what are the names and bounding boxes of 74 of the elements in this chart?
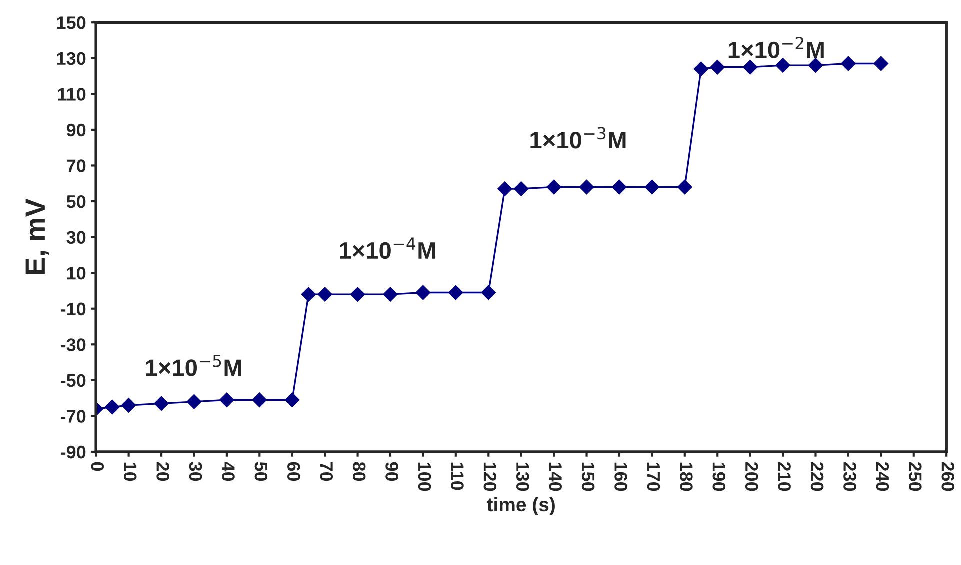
y-tick-label: -90 [60,446,86,459]
y-tick-label: 90 [66,124,86,137]
y-tick-label: -70 [60,410,86,423]
point [186,394,202,410]
annotation: 1×10$^{−2}$M [728,37,824,59]
x-tick-label: 30 [189,462,202,482]
point [546,180,562,195]
point [252,392,268,408]
y-tick-label: -10 [60,302,86,316]
point [841,56,856,72]
point [874,56,889,72]
x-tick-label: 110 [451,462,464,490]
point [612,180,627,195]
point [448,285,464,300]
annotation: 1×10$^{−5}$M [146,355,242,376]
x-tick-label: 190 [712,462,726,492]
y-tick-label: 130 [57,52,86,66]
point [514,182,529,196]
x-tick-label: 90 [386,462,398,482]
x-tick-label: 10 [124,462,137,482]
x-tick-label: 160 [614,462,628,492]
y-axis-title: E, mV [26,198,50,274]
point [498,182,512,196]
point [579,180,594,195]
x-tick-label: 80 [352,462,366,482]
point [350,287,366,302]
point [318,287,332,302]
point [220,392,234,408]
annotation: 1×10$^{−4}$M [340,238,436,260]
point [301,287,316,302]
annotation: 1×10$^{−3}$M [530,127,626,149]
y-tick-label: -50 [60,374,86,388]
point [808,58,824,73]
x-tick-label: 40 [222,462,235,482]
point [742,60,758,75]
x-tick-label: 130 [516,462,530,492]
point [481,285,496,300]
x-tick-label: 210 [778,462,791,492]
y-tick-label: 50 [66,195,86,208]
y-tick-label: 10 [67,267,86,280]
point [644,180,660,195]
x-tick-label: 100 [418,462,432,492]
point [776,58,790,73]
x-tick-label: 180 [680,462,693,492]
x-tick-label: 20 [156,462,170,482]
x-tick-label: 260 [942,462,955,492]
point [710,60,726,75]
y-tick-label: 150 [57,16,86,30]
x-tick-label: 230 [844,462,856,492]
x-axis-title: time (s) [487,497,555,516]
point [121,398,136,413]
point [694,62,709,77]
x-tick-label: 60 [288,462,300,482]
x-tick-label: 220 [810,462,824,492]
point [383,287,398,302]
y-tick-label: 30 [66,231,86,244]
x-tick-label: 140 [549,462,562,492]
point [154,396,169,412]
x-tick-label: 0 [91,462,104,472]
x-tick-label: 50 [254,462,268,482]
y-tick-label: 110 [58,88,86,101]
point [416,285,431,300]
y-tick-label: 70 [67,160,86,172]
point [678,180,692,195]
x-tick-label: 170 [647,462,660,492]
x-tick-label: 240 [876,462,890,492]
x-tick-label: 200 [745,462,758,492]
point [105,400,120,415]
x-tick-label: 120 [484,462,497,492]
x-tick-label: 150 [582,462,595,492]
x-tick-label: 70 [320,462,334,482]
point [284,392,300,408]
y-tick-label: -30 [60,338,86,352]
x-tick-label: 250 [909,462,922,492]
